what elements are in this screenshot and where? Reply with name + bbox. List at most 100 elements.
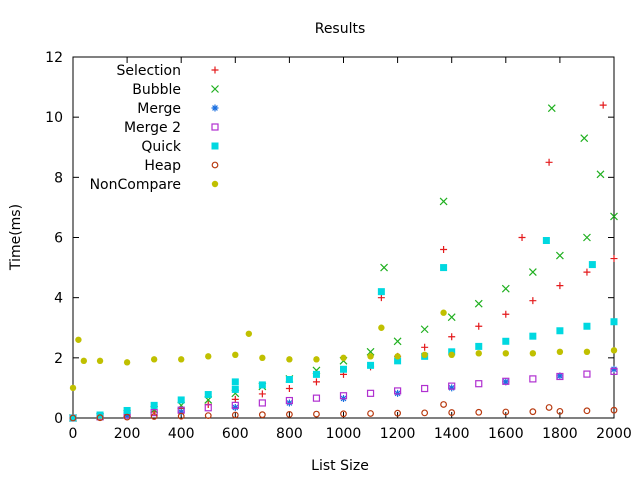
data-point [312, 378, 320, 386]
data-point [204, 391, 212, 399]
data-point [588, 261, 596, 269]
data-point [440, 246, 448, 254]
legend-marker [211, 123, 219, 131]
data-point [394, 357, 402, 365]
legend: Selection Bubble Merge Merge 2 Quick Heap NonC… [90, 63, 219, 193]
data-point [610, 212, 618, 221]
data-point [610, 255, 618, 263]
data-point [258, 411, 266, 419]
data-point [231, 395, 239, 403]
data-point [340, 365, 347, 373]
data-point [555, 251, 564, 260]
data-point [313, 356, 320, 363]
data-point [475, 322, 483, 330]
data-point [231, 411, 239, 419]
x-ticks: 0 200 400 600 800 1000 1200 1400 1600 1800 2000 [69, 57, 632, 442]
data-point [69, 414, 77, 422]
data-point [285, 375, 293, 383]
y-tick-label: 0 [54, 411, 63, 427]
data-point [475, 380, 483, 388]
data-point [448, 409, 456, 416]
x-tick-label: 400 [168, 426, 195, 442]
y-tick-label: 2 [54, 351, 63, 367]
y-tick-label: 8 [54, 170, 63, 186]
data-point [440, 309, 447, 316]
data-point [545, 158, 553, 166]
y-ticks: 0 2 4 6 8 10 12 [45, 50, 614, 427]
data-point [312, 370, 320, 378]
x-tick-label: 1200 [380, 426, 416, 442]
data-point [518, 234, 526, 241]
data-point [204, 404, 212, 412]
data-point [529, 332, 537, 340]
data-point [528, 268, 537, 277]
legend-label: Bubble [132, 82, 181, 98]
y-axis-label: Time(ms) [8, 204, 24, 271]
data-point [502, 350, 509, 357]
data-point [75, 336, 82, 343]
data-point [231, 385, 239, 393]
data-point [502, 377, 510, 385]
x-tick-label: 1800 [542, 426, 578, 442]
data-point [610, 367, 618, 375]
data-point [177, 408, 185, 416]
data-point [150, 413, 158, 420]
data-point [380, 263, 388, 272]
data-point [583, 268, 591, 276]
data-point [440, 401, 447, 408]
series-noncompare [69, 309, 618, 392]
y-tick-label: 12 [45, 50, 63, 66]
data-point [150, 356, 158, 363]
data-point [440, 264, 448, 272]
x-tick-label: 2000 [596, 426, 632, 442]
data-point [150, 408, 158, 417]
data-point [448, 382, 456, 390]
legend-marker [211, 142, 219, 150]
x-tick-label: 1400 [434, 426, 470, 442]
x-axis-label: List Size [311, 458, 369, 474]
legend-marker [211, 66, 219, 74]
x-tick-label: 200 [114, 426, 141, 442]
legend-label: NonCompare [90, 177, 181, 193]
data-point [204, 412, 212, 419]
data-point [556, 372, 564, 380]
data-point [367, 410, 374, 417]
data-point [377, 294, 385, 302]
y-tick-label: 10 [45, 110, 63, 126]
data-point [421, 409, 429, 417]
data-point [258, 390, 266, 398]
data-point [245, 330, 253, 337]
data-point [178, 356, 185, 363]
series-marks [69, 101, 618, 422]
data-point [285, 396, 293, 405]
data-point [123, 412, 131, 420]
data-point [556, 407, 564, 415]
data-point [80, 357, 88, 365]
data-point [545, 404, 553, 411]
data-point [610, 318, 618, 326]
data-point [177, 396, 185, 404]
data-point [377, 288, 385, 296]
x-tick-label: 1600 [488, 426, 524, 442]
data-point [447, 313, 456, 322]
data-point [475, 408, 483, 416]
data-point [123, 406, 131, 414]
data-point [421, 384, 429, 393]
data-point [501, 284, 510, 293]
legend-marker [211, 85, 219, 93]
data-point [258, 381, 266, 389]
data-point [583, 407, 591, 415]
series-heap [69, 401, 618, 422]
y-tick-label: 4 [54, 291, 63, 307]
data-point [596, 170, 605, 179]
data-point [421, 351, 428, 359]
data-point [529, 408, 537, 416]
legend-label: Heap [144, 158, 181, 174]
data-point [96, 414, 104, 422]
data-point [547, 104, 556, 113]
data-point [529, 375, 537, 383]
legend-marker [211, 161, 219, 169]
data-point [366, 389, 375, 397]
legend-label: Merge [137, 101, 181, 117]
